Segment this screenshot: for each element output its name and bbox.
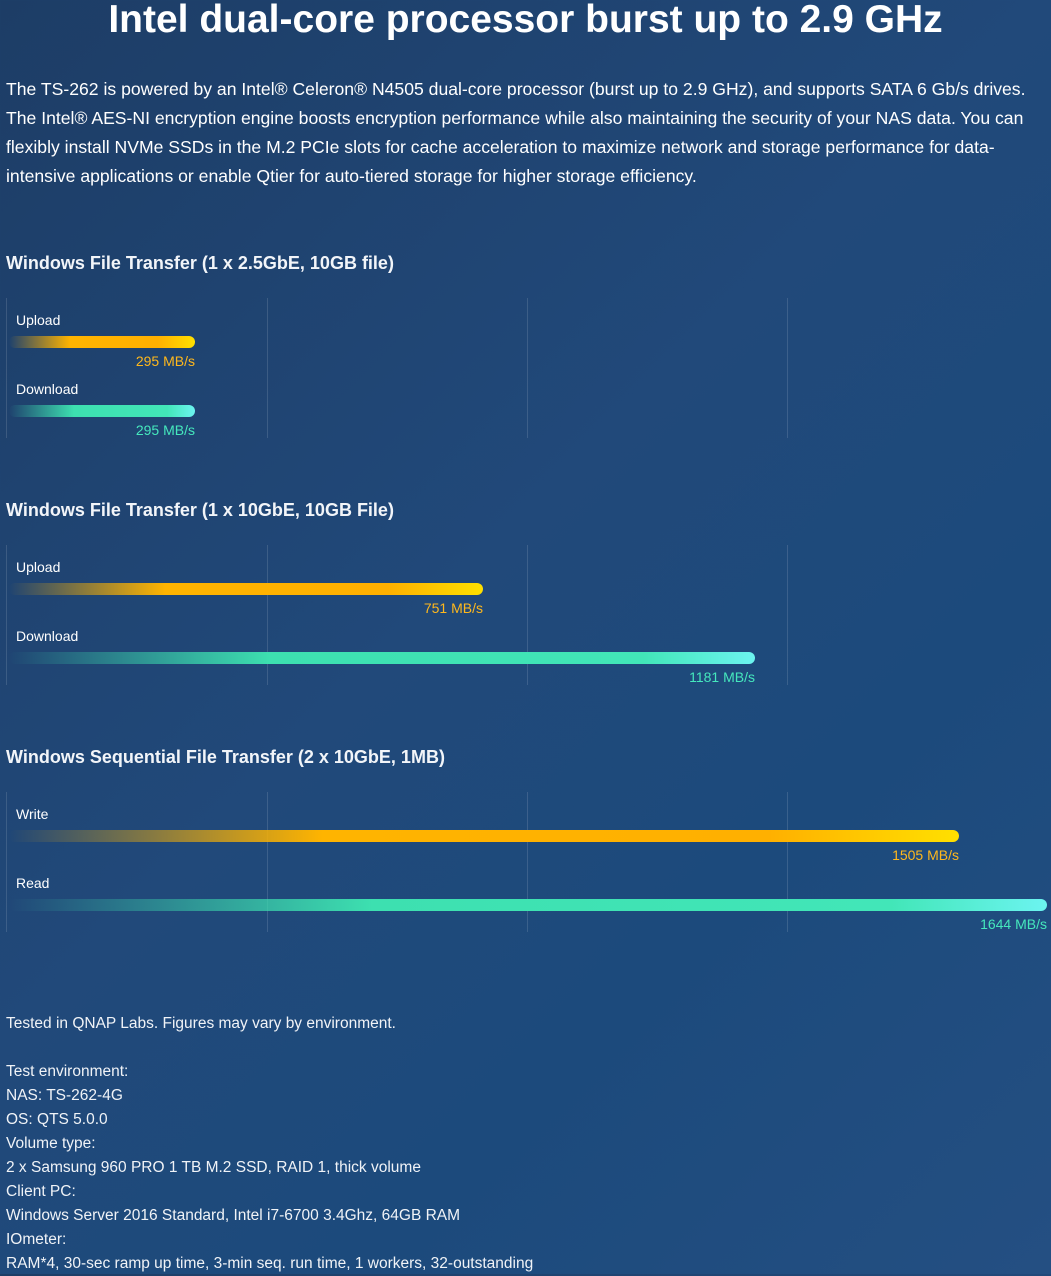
bar-label: Download	[16, 381, 79, 397]
notes-line: RAM*4, 30-sec ramp up time, 3-min seq. r…	[6, 1255, 534, 1272]
notes-line: 2 x Samsung 960 PRO 1 TB M.2 SSD, RAID 1…	[6, 1159, 421, 1176]
page-title: Intel dual-core processor burst up to 2.…	[108, 0, 943, 41]
notes-line: OS: QTS 5.0.0	[6, 1111, 108, 1128]
notes-spacer	[6, 1036, 533, 1060]
bar	[9, 583, 483, 595]
intro-paragraph: The TS-262 is powered by an Intel® Celer…	[6, 79, 1026, 186]
bar-value-label: 1181 MB/s	[689, 669, 755, 685]
bar-label: Write	[16, 806, 49, 822]
gridline	[527, 545, 528, 685]
gridline	[267, 298, 268, 438]
bar	[9, 336, 195, 348]
bar-label: Upload	[16, 559, 61, 575]
chart-title: Windows File Transfer (1 x 10GbE, 10GB F…	[6, 500, 394, 520]
notes-line: Client PC:	[6, 1183, 76, 1200]
bar-label: Upload	[16, 312, 61, 328]
bar	[9, 652, 755, 664]
bar-value-label: 295 MB/s	[135, 353, 195, 369]
bar-value-label: 1644 MB/s	[980, 916, 1047, 932]
disclaimer-text: Tested in QNAP Labs. Figures may vary by…	[6, 1015, 396, 1032]
notes-line: IOmeter:	[6, 1231, 67, 1248]
chart-title: Windows Sequential File Transfer (2 x 10…	[6, 747, 445, 767]
gridline	[787, 298, 788, 438]
notes-line: Windows Server 2016 Standard, Intel i7-6…	[6, 1207, 461, 1224]
bar-label: Download	[16, 628, 79, 644]
bar	[9, 405, 195, 417]
bar-chart: Upload 751 MB/s Download 1181 MB/s	[6, 545, 1047, 685]
gridline	[6, 545, 7, 685]
bar	[9, 899, 1047, 911]
bar-chart: Write 1505 MB/s Read 1644 MB/s	[6, 792, 1047, 932]
gridline	[6, 298, 7, 438]
notes-line: NAS: TS-262-4G	[6, 1087, 123, 1104]
test-notes: Tested in QNAP Labs. Figures may vary by…	[6, 1012, 533, 1276]
chart-title: Windows File Transfer (1 x 2.5GbE, 10GB …	[6, 253, 394, 273]
gridline	[267, 792, 268, 932]
gridline	[6, 792, 7, 932]
gridline	[787, 545, 788, 685]
bar-label: Read	[16, 875, 50, 891]
gridline	[267, 545, 268, 685]
gridline	[527, 298, 528, 438]
bar	[9, 830, 959, 842]
bar-value-label: 295 MB/s	[135, 422, 195, 438]
bar-value-label: 1505 MB/s	[892, 847, 959, 863]
gridline	[527, 792, 528, 932]
bar-chart: Upload 295 MB/s Download 295 MB/s	[6, 298, 1047, 438]
notes-line: Test environment:	[6, 1063, 129, 1080]
bar-value-label: 751 MB/s	[423, 600, 483, 616]
notes-line: Volume type:	[6, 1135, 96, 1152]
gridline	[787, 792, 788, 932]
